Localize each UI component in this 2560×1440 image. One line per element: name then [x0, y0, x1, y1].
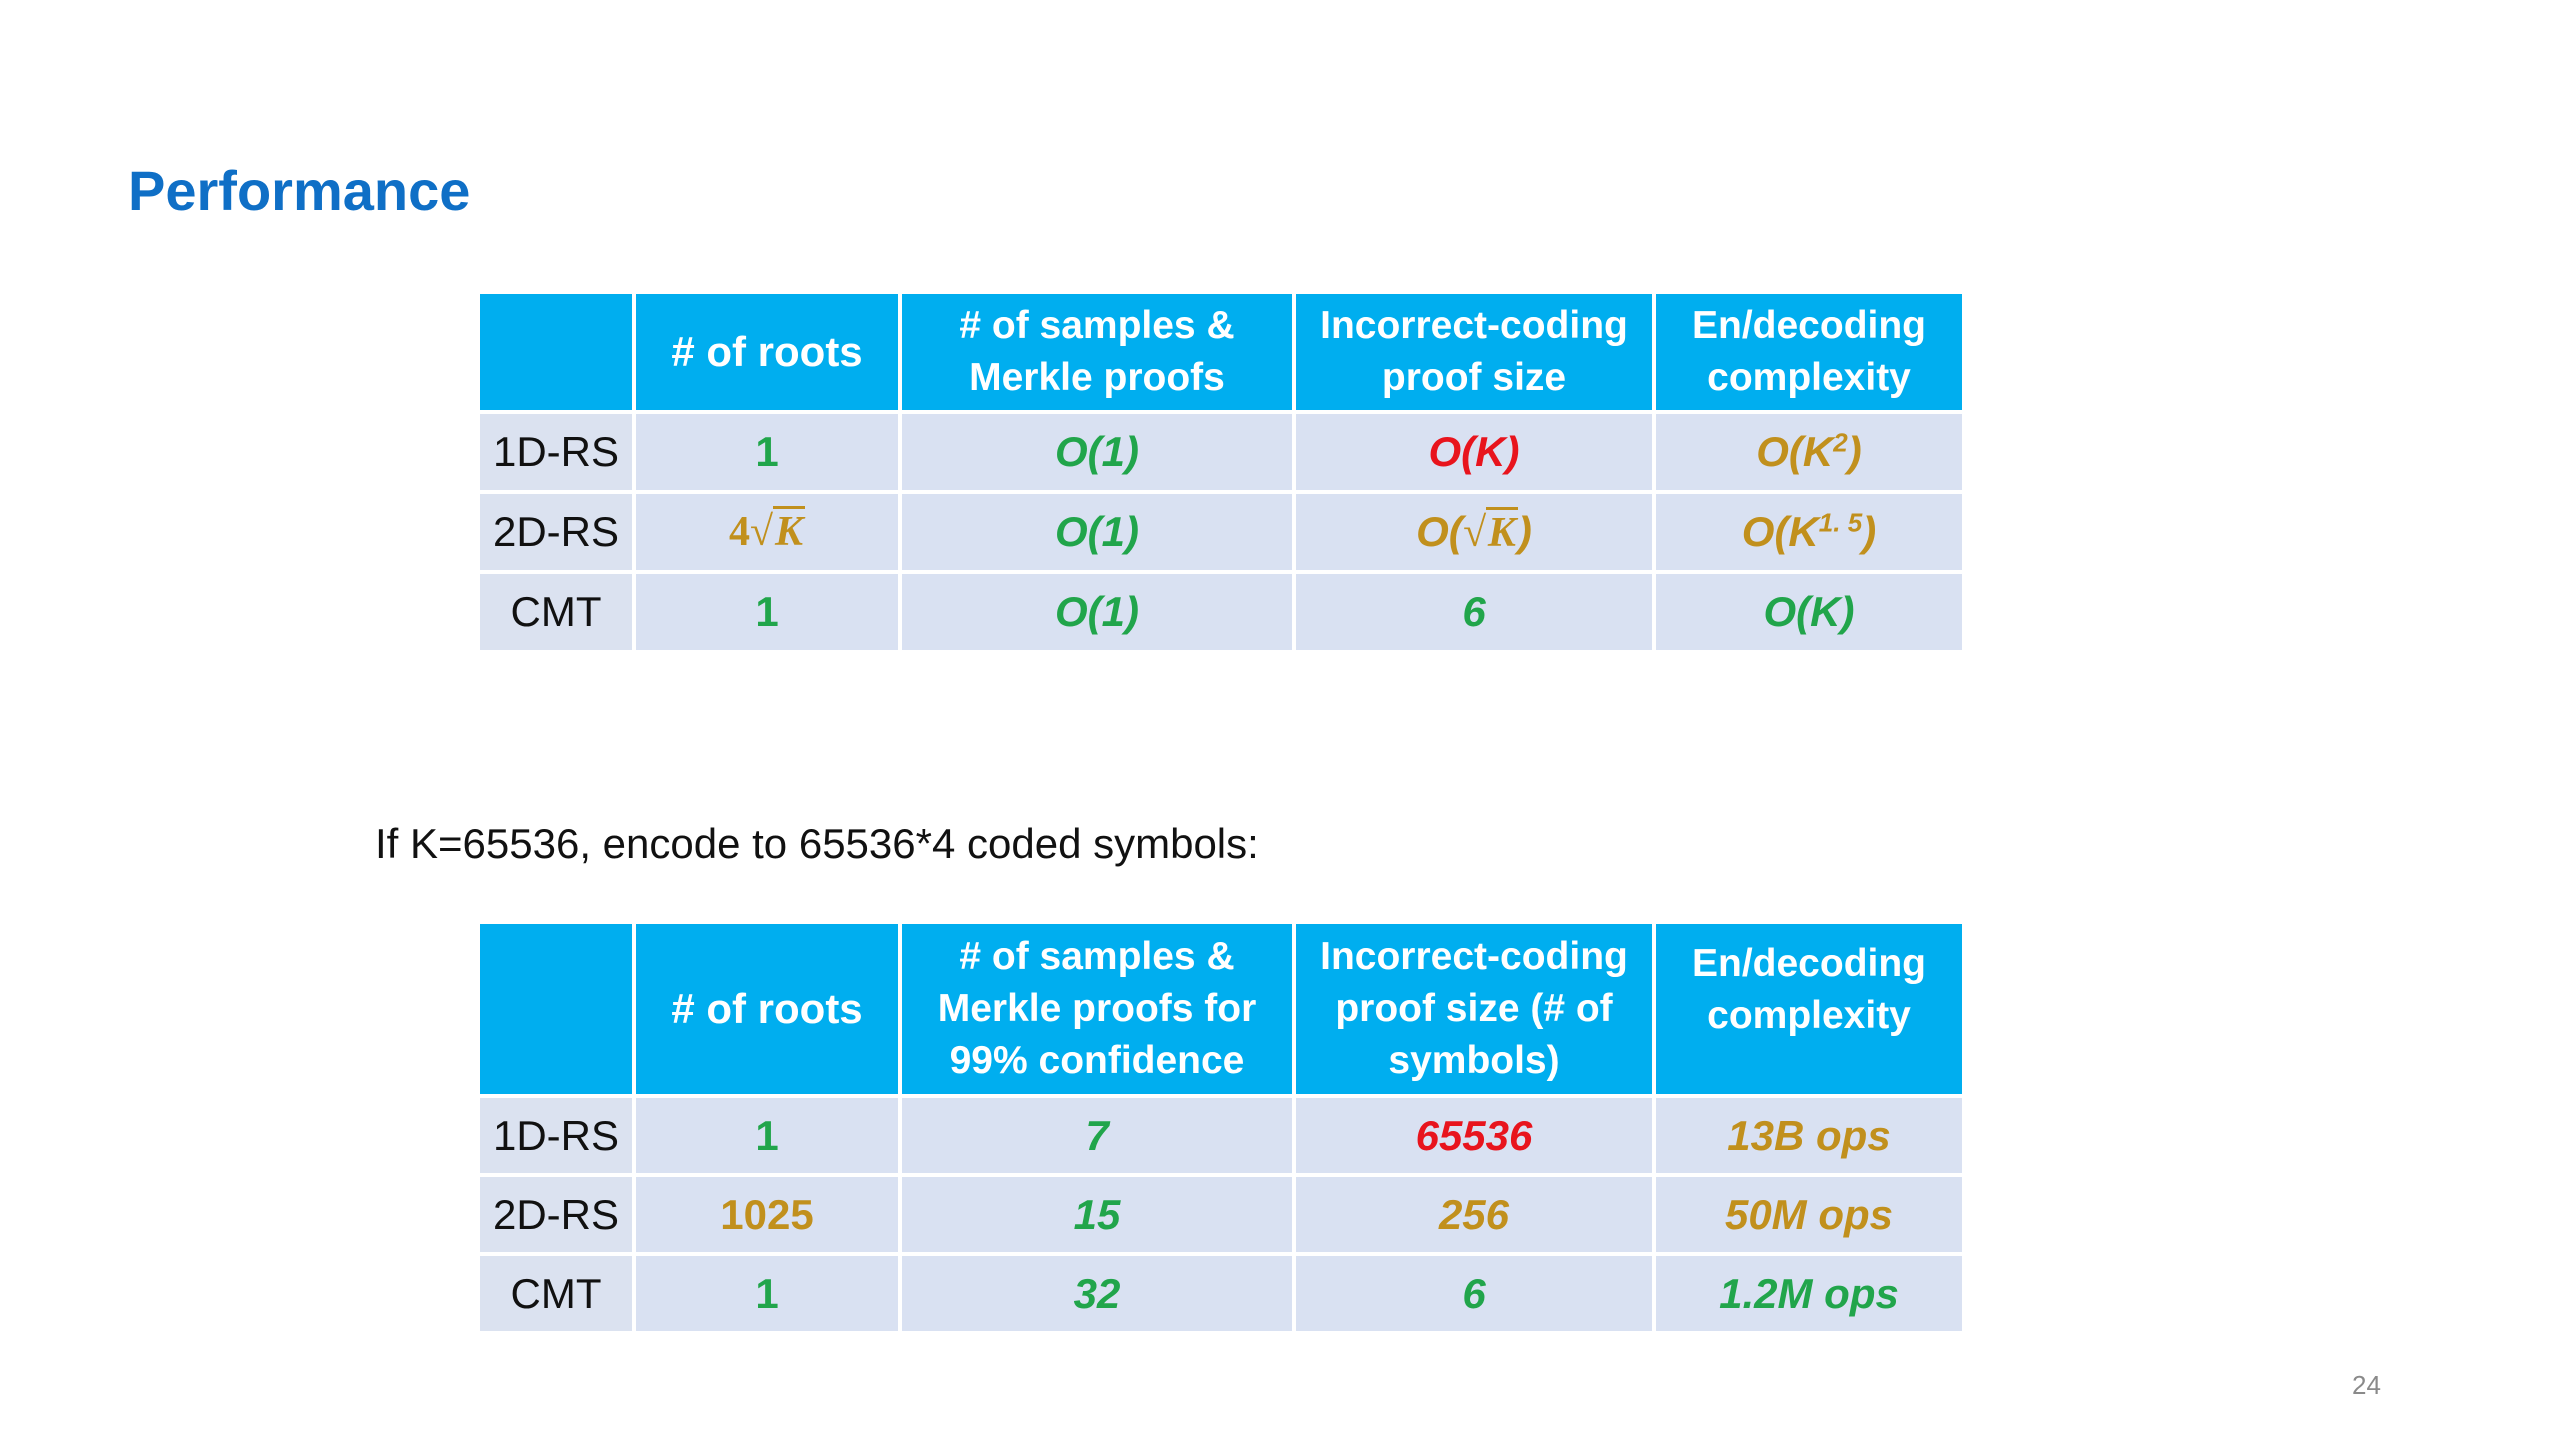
cell-complexity: O(K1. 5)	[1652, 490, 1966, 574]
header-roots: # of roots	[632, 290, 902, 414]
slide-title: Performance	[128, 159, 471, 222]
complexity-table: # of roots # of samples & Merkle proofs …	[476, 290, 1966, 654]
cell-samples: 32	[898, 1252, 1296, 1335]
row-label: 2D-RS	[476, 490, 636, 574]
cell-samples: O(1)	[898, 570, 1296, 654]
cell-complexity: 1.2M ops	[1652, 1252, 1966, 1335]
table-header-row: # of roots # of samples & Merkle proofs …	[476, 290, 1966, 414]
cell-roots: 4√K	[632, 490, 902, 574]
sqrt-symbol: √	[1462, 509, 1486, 556]
table-row: 1D-RS 1 O(1) O(K) O(K2)	[476, 410, 1966, 494]
cell-roots: 1	[632, 1094, 902, 1177]
table-row: 1D-RS 1 7 65536 13B ops	[476, 1094, 1966, 1177]
cell-proof-size: 65536	[1292, 1094, 1656, 1177]
table-row: 2D-RS 4√K O(1) O(√K) O(K1. 5)	[476, 490, 1966, 574]
cell-proof-size: 6	[1292, 570, 1656, 654]
header-corner	[476, 290, 636, 414]
row-label: CMT	[476, 570, 636, 654]
complexity-close: )	[1847, 428, 1862, 475]
header-proof-size: Incorrect-coding proof size	[1292, 290, 1656, 414]
cell-samples: 15	[898, 1173, 1296, 1256]
row-label: 1D-RS	[476, 410, 636, 494]
complexity-exponent: 1. 5	[1818, 507, 1863, 538]
row-label: CMT	[476, 1252, 636, 1335]
sqrt-symbol: √	[749, 509, 774, 555]
row-label: 2D-RS	[476, 1173, 636, 1256]
cell-proof-size: 256	[1292, 1173, 1656, 1256]
cell-complexity: 50M ops	[1652, 1173, 1966, 1256]
cell-proof-size: 6	[1292, 1252, 1656, 1335]
header-proof-size: Incorrect-coding proof size (# of symbol…	[1292, 920, 1656, 1098]
cell-samples: 7	[898, 1094, 1296, 1177]
cell-roots: 1	[632, 570, 902, 654]
cell-complexity: 13B ops	[1652, 1094, 1966, 1177]
roots-radicand: K	[773, 506, 806, 555]
cell-roots: 1	[632, 1252, 902, 1335]
header-corner	[476, 920, 636, 1098]
table-row: CMT 1 O(1) 6 O(K)	[476, 570, 1966, 654]
row-label: 1D-RS	[476, 1094, 636, 1177]
header-samples: # of samples & Merkle proofs	[898, 290, 1296, 414]
proof-radicand: K	[1485, 506, 1518, 556]
cell-roots: 1025	[632, 1173, 902, 1256]
complexity-base: O(K	[1756, 428, 1834, 475]
complexity-exponent: 2	[1833, 427, 1848, 458]
cell-roots: 1	[632, 410, 902, 494]
cell-proof-size: O(K)	[1292, 410, 1656, 494]
table-row: CMT 1 32 6 1.2M ops	[476, 1252, 1966, 1335]
cell-samples: O(1)	[898, 410, 1296, 494]
example-caption: If K=65536, encode to 65536*4 coded symb…	[375, 820, 1259, 867]
table-header-row: # of roots # of samples & Merkle proofs …	[476, 920, 1966, 1098]
proof-close: )	[1517, 507, 1532, 555]
table-row: 2D-RS 1025 15 256 50M ops	[476, 1173, 1966, 1256]
complexity-base: O(K	[1741, 508, 1819, 555]
cell-samples: O(1)	[898, 490, 1296, 574]
cell-proof-size: O(√K)	[1292, 490, 1656, 574]
header-roots: # of roots	[632, 920, 902, 1098]
page-number: 24	[2352, 1370, 2381, 1400]
header-complexity: En/decoding complexity	[1652, 920, 1966, 1098]
cell-complexity: O(K2)	[1652, 410, 1966, 494]
header-samples: # of samples & Merkle proofs for 99% con…	[898, 920, 1296, 1098]
example-table: # of roots # of samples & Merkle proofs …	[476, 920, 1966, 1335]
cell-complexity: O(K)	[1652, 570, 1966, 654]
proof-open: O(	[1416, 507, 1463, 555]
header-complexity: En/decoding complexity	[1652, 290, 1966, 414]
complexity-close: )	[1862, 508, 1877, 555]
roots-coefficient: 4	[728, 509, 750, 555]
